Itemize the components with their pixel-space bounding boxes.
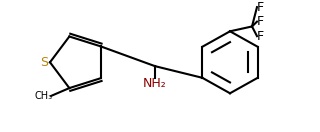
Text: CH₃: CH₃ xyxy=(34,91,52,101)
Text: F: F xyxy=(256,1,264,14)
Text: NH₂: NH₂ xyxy=(143,77,167,90)
Text: F: F xyxy=(256,30,264,43)
Text: F: F xyxy=(256,15,264,28)
Text: S: S xyxy=(40,56,48,69)
